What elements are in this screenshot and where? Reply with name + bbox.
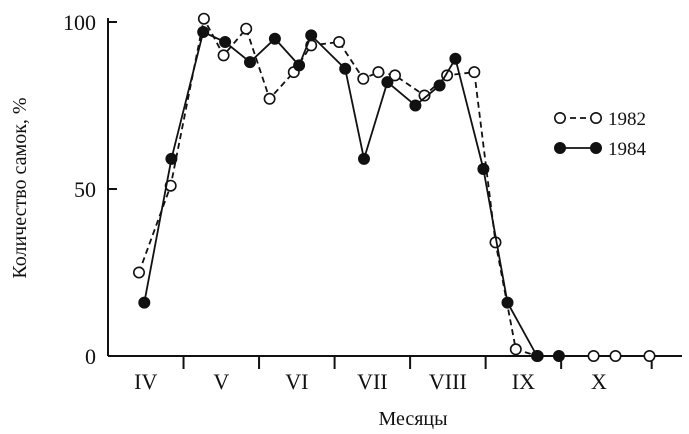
data-point-1982 xyxy=(217,49,230,62)
data-point-1984 xyxy=(219,35,232,48)
y-tick-label: 0 xyxy=(85,344,96,369)
legend-label-1982: 1982 xyxy=(608,109,646,130)
data-point-1984 xyxy=(293,59,306,72)
y-axis-title: Количество самок, % xyxy=(9,97,31,278)
data-point-1984 xyxy=(305,29,318,42)
y-tick-label: 100 xyxy=(63,10,96,35)
data-point-1984 xyxy=(552,349,565,362)
data-point-1984 xyxy=(501,296,514,309)
data-point-1982 xyxy=(468,66,481,79)
data-point-1984 xyxy=(449,52,462,65)
data-point-1982 xyxy=(587,349,600,362)
x-tick-label: V xyxy=(213,369,229,394)
data-point-1984 xyxy=(138,296,151,309)
data-point-1982 xyxy=(418,89,431,102)
series-1982 xyxy=(133,12,656,362)
data-point-1984 xyxy=(433,79,446,92)
data-point-1982 xyxy=(197,12,210,25)
data-point-1984 xyxy=(477,163,490,176)
data-point-1984 xyxy=(165,152,178,165)
data-point-1982 xyxy=(133,266,146,279)
axes: 0 50 100 IV V VI VII VIII IX X xyxy=(63,10,682,394)
data-point-1982 xyxy=(372,66,385,79)
series-line-1982 xyxy=(138,16,650,357)
legend-marker-1982 xyxy=(589,112,602,125)
legend-marker-1982 xyxy=(553,112,566,125)
data-point-1984 xyxy=(268,32,281,45)
data-point-1982 xyxy=(263,92,276,105)
data-point-1984 xyxy=(409,99,422,112)
data-point-1982 xyxy=(643,349,656,362)
x-tick-label: X xyxy=(591,369,607,394)
series-layer xyxy=(133,12,656,362)
series-1984 xyxy=(138,25,565,362)
x-axis-title: Месяцы xyxy=(378,408,447,430)
data-point-1982 xyxy=(240,22,253,35)
x-tick-label: IV xyxy=(134,369,157,394)
legend: 1982 1984 xyxy=(553,109,647,160)
y-tick-label: 50 xyxy=(74,177,96,202)
data-point-1984 xyxy=(197,25,210,38)
series-line-1984 xyxy=(143,30,559,357)
data-point-1984 xyxy=(530,349,543,362)
data-point-1984 xyxy=(357,152,370,165)
x-tick-label: VII xyxy=(357,369,388,394)
x-tick-label: IX xyxy=(512,369,535,394)
data-point-1982 xyxy=(388,69,401,82)
data-point-1984 xyxy=(381,76,394,89)
data-point-1982 xyxy=(609,349,622,362)
legend-marker-1984 xyxy=(553,142,566,155)
x-tick-label: VI xyxy=(285,369,308,394)
data-point-1982 xyxy=(357,72,370,85)
x-tick-label: VIII xyxy=(429,369,467,394)
data-point-1984 xyxy=(244,56,257,69)
data-point-1982 xyxy=(333,35,346,48)
data-point-1984 xyxy=(339,62,352,75)
legend-label-1984: 1984 xyxy=(608,139,647,160)
legend-marker-1984 xyxy=(589,142,602,155)
data-point-1982 xyxy=(509,343,522,356)
